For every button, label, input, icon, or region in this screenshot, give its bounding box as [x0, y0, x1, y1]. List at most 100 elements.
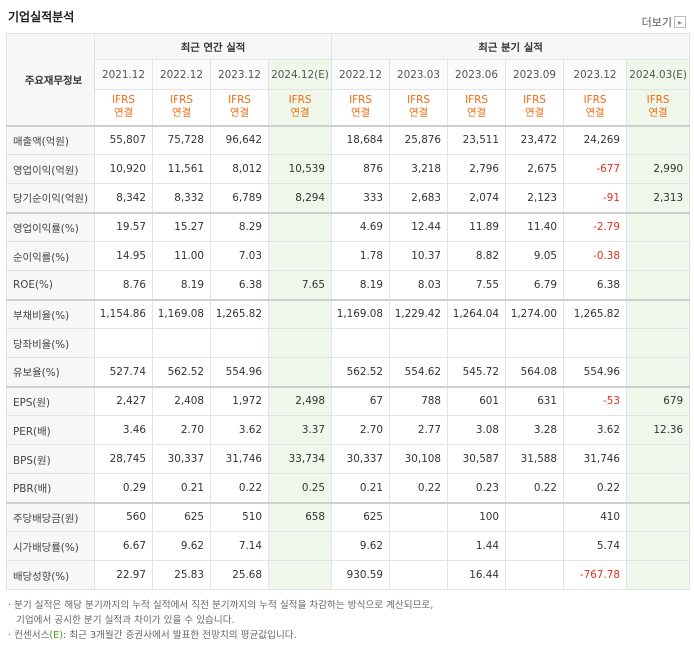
consolidated-label: 연결	[113, 107, 134, 120]
row-label: 순이익률(%)	[6, 241, 95, 271]
table-cell	[389, 531, 449, 561]
table-row: 부채비율(%) 1,154.86 1,169.08 1,265.82 1,169.08 1…	[6, 298, 691, 329]
table-cell	[626, 270, 691, 300]
table-cell: 0.21	[331, 473, 391, 503]
table-cell	[267, 241, 333, 271]
table-cell: 2,313	[626, 183, 691, 213]
table-cell: 3.37	[267, 415, 333, 445]
table-cell: 8.76	[94, 270, 153, 300]
table-cell: 601	[447, 385, 507, 416]
table-cell: 16.44	[447, 560, 507, 590]
section-title: 기업실적분석	[8, 10, 75, 24]
row-label: 시가배당률(%)	[6, 531, 95, 561]
table-cell: 2,074	[447, 183, 507, 213]
table-row: 주당배당금(원) 560 625 510 658 625 100 410	[6, 501, 691, 532]
table-cell: 8.19	[331, 270, 391, 300]
ifrs-cell: IFRS 연결	[267, 89, 333, 126]
table-cell	[626, 444, 691, 474]
table-cell: 1,169.08	[152, 298, 211, 329]
table-cell: 3.08	[447, 415, 507, 445]
row-label: 영업이익(억원)	[6, 154, 95, 184]
table-cell	[626, 531, 691, 561]
table-row: EPS(원) 2,427 2,408 1,972 2,498 67 788 601 631 -53…	[6, 385, 691, 416]
corner-header: 주요재무정보	[6, 33, 95, 126]
period-header: 2023.06	[447, 59, 507, 90]
financial-table: 주요재무정보 최근 연간 실적 최근 분기 실적 2021.12 2022.12 2…	[6, 33, 691, 590]
table-row: 매출액(억원) 55,807 75,728 96,642 18,684 25,876 23,…	[6, 124, 691, 155]
ifrs-label: IFRS	[170, 94, 193, 107]
table-cell: 2,796	[447, 154, 507, 184]
table-cell	[626, 328, 691, 358]
table-cell: 3.62	[563, 415, 628, 445]
consolidated-label: 연결	[524, 107, 545, 120]
table-cell: 788	[389, 385, 449, 416]
chevron-right-icon: ▸	[674, 16, 686, 28]
consolidated-label: 연결	[290, 107, 310, 120]
table-cell	[626, 211, 691, 242]
table-cell: 2.70	[331, 415, 391, 445]
table-cell: 25.83	[152, 560, 211, 590]
table-cell: 67	[331, 385, 391, 416]
table-cell: 410	[563, 501, 628, 532]
quarter-group-header: 최근 분기 실적	[331, 33, 691, 60]
table-cell: 2,683	[389, 183, 449, 213]
table-cell: 554.96	[210, 357, 269, 387]
table-cell	[626, 298, 691, 329]
table-cell: 510	[210, 501, 269, 532]
table-cell: 11.89	[447, 211, 507, 242]
table-cell: 7.65	[267, 270, 333, 300]
table-cell: 1,169.08	[331, 298, 391, 329]
ifrs-cell: IFRS 연결	[210, 89, 269, 126]
table-cell	[267, 560, 333, 590]
table-row: 순이익률(%) 14.95 11.00 7.03 1.78 10.37 8.82 9.05 -0…	[6, 241, 691, 271]
period-header: 2023.12	[563, 59, 628, 90]
table-cell: 12.36	[626, 415, 691, 445]
table-cell: 6.79	[505, 270, 565, 300]
table-cell: -2.79	[563, 211, 628, 242]
table-cell: 18,684	[331, 124, 391, 155]
table-cell: 31,746	[210, 444, 269, 474]
table-cell: 14.95	[94, 241, 153, 271]
annual-group-header: 최근 연간 실적	[93, 33, 333, 60]
ifrs-label: IFRS	[407, 94, 430, 107]
footnotes: · 분기 실적은 해당 분기까지의 누적 실적에서 직전 분기까지의 누적 실적…	[8, 598, 433, 643]
table-cell: 0.22	[210, 473, 269, 503]
table-row: ROE(%) 8.76 8.19 6.38 7.65 8.19 8.03 7.55 6.79 6.…	[6, 270, 691, 300]
consolidated-label: 연결	[171, 107, 192, 120]
table-cell: 0.29	[94, 473, 153, 503]
table-cell: 658	[267, 501, 333, 532]
table-cell: 7.55	[447, 270, 507, 300]
table-cell: 6.38	[563, 270, 628, 300]
table-cell	[267, 124, 333, 155]
table-cell: 25,876	[389, 124, 449, 155]
ifrs-cell: IFRS 연결	[152, 89, 211, 126]
table-cell: 8,012	[210, 154, 269, 184]
table-cell	[389, 328, 449, 358]
more-link[interactable]: 더보기 ▸	[642, 14, 686, 30]
row-label: 유보율(%)	[6, 357, 95, 387]
estimate-marker: (E)	[49, 630, 63, 641]
table-cell	[626, 560, 691, 590]
table-cell	[626, 124, 691, 155]
table-cell	[267, 298, 333, 329]
table-cell: 1,274.00	[505, 298, 565, 329]
table-cell: 11.00	[152, 241, 211, 271]
consensus-label: · 컨센서스	[8, 630, 50, 641]
ifrs-cell: IFRS 연결	[331, 89, 391, 126]
table-cell: 6,789	[210, 183, 269, 213]
period-header: 2022.12	[331, 59, 391, 90]
period-header: 2021.12	[94, 59, 153, 90]
table-cell: 10.37	[389, 241, 449, 271]
table-cell	[563, 328, 628, 358]
table-cell	[505, 531, 565, 561]
consolidated-label: 연결	[408, 107, 429, 120]
table-cell: 96,642	[210, 124, 269, 155]
ifrs-cell: IFRS 연결	[505, 89, 565, 126]
table-cell: 10,539	[267, 154, 333, 184]
table-cell: 2.70	[152, 415, 211, 445]
table-cell	[447, 328, 507, 358]
table-cell: 100	[447, 501, 507, 532]
ifrs-cell: IFRS 연결	[447, 89, 507, 126]
table-cell: 9.62	[331, 531, 391, 561]
table-cell: 22.97	[94, 560, 153, 590]
